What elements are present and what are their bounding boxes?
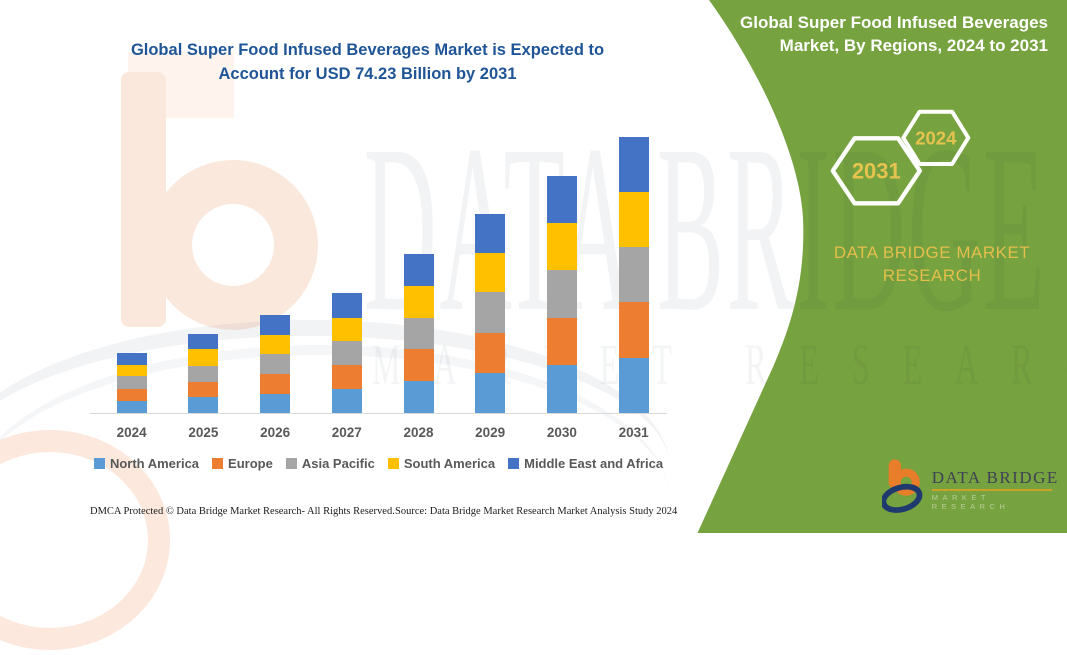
brand-line1: DATA BRIDGE MARKET [811, 241, 1053, 264]
brand-line2: RESEARCH [811, 264, 1053, 287]
logo-text-column: DATA BRIDGE MARKET RESEARCH [932, 455, 1067, 511]
infographic-root: { "left_panel": { "title_line1": "Global… [0, 0, 1067, 533]
logo-name: DATA BRIDGE [932, 469, 1067, 487]
panel-title: Global Super Food Infused Beverages Mark… [740, 11, 1048, 57]
panel-title-line1: Global Super Food Infused Beverages [740, 11, 1048, 34]
logo-gold-rule [932, 489, 1052, 491]
hexagon-2024-label: 2024 [915, 128, 957, 149]
green-panel-content: Global Super Food Infused Beverages Mark… [0, 0, 1067, 533]
databridge-logo: DATA BRIDGE MARKET RESEARCH [882, 455, 1067, 517]
logo-subtitle: MARKET RESEARCH [932, 493, 1067, 511]
panel-title-line2: Market, By Regions, 2024 to 2031 [740, 34, 1048, 57]
brand-wordmark: DATA BRIDGE MARKET RESEARCH [811, 241, 1053, 287]
hexagon-badges: 2031 2024 [818, 103, 982, 217]
hexagon-2031-label: 2031 [852, 159, 901, 184]
logo-d-swoosh [882, 483, 922, 514]
databridge-logo-icon [882, 455, 926, 517]
